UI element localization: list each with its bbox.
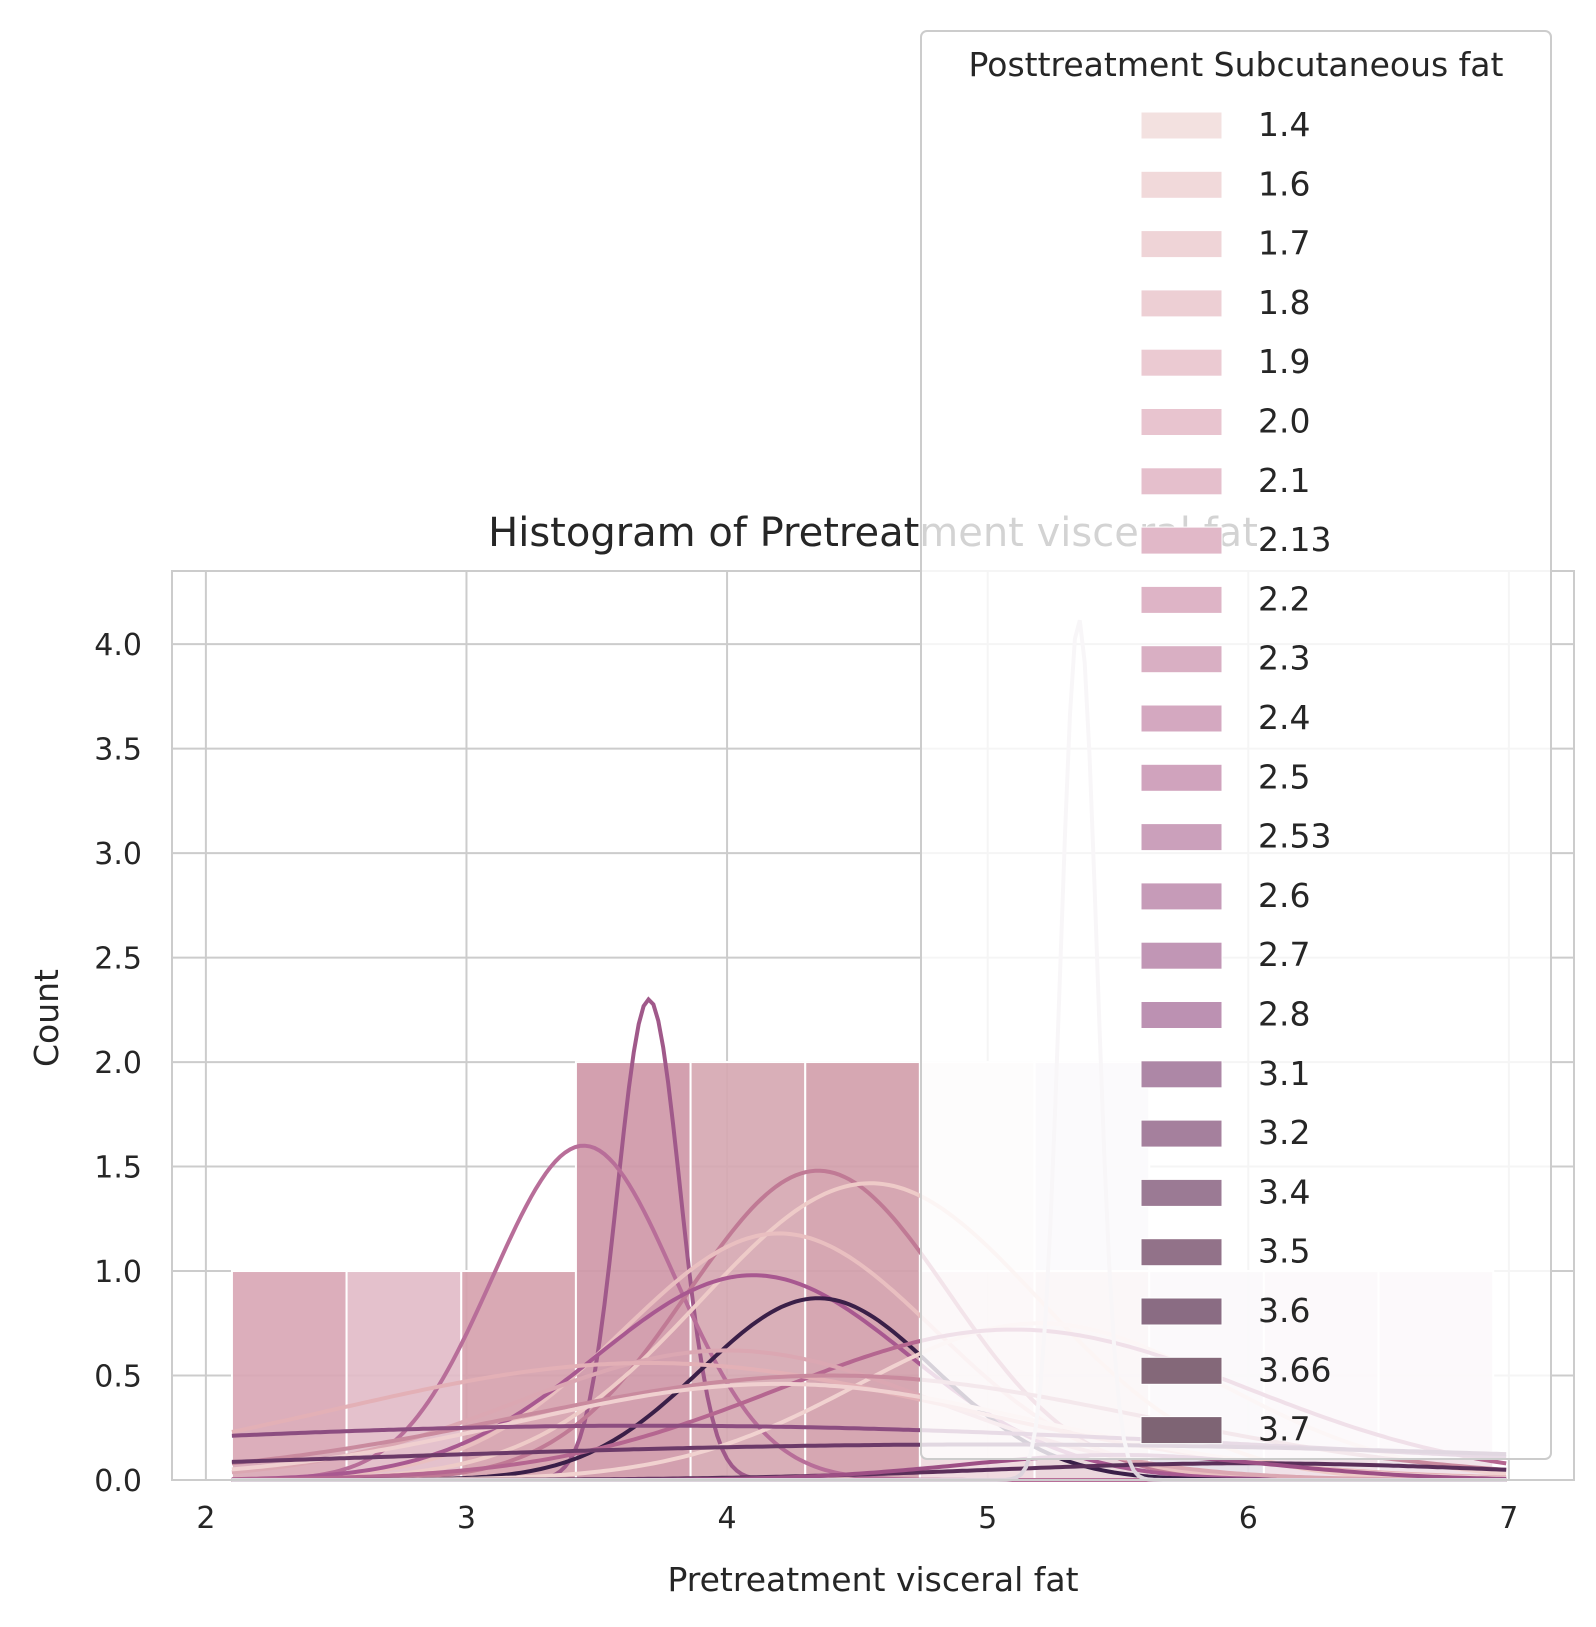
legend-swatch	[1140, 289, 1223, 318]
legend-swatch	[1140, 704, 1223, 733]
legend-swatch	[1140, 645, 1223, 674]
legend-swatch	[1140, 1416, 1223, 1445]
y-tick-label: 0.5	[94, 1360, 142, 1395]
legend-swatch	[1140, 823, 1223, 852]
legend-label: 2.8	[1258, 995, 1310, 1034]
legend-label: 3.7	[1258, 1410, 1310, 1449]
legend-swatch	[1140, 1060, 1223, 1089]
legend-swatch	[1140, 1178, 1223, 1207]
legend-label: 1.4	[1258, 105, 1310, 144]
legend-swatch	[1140, 230, 1223, 259]
legend-label: 3.4	[1258, 1172, 1310, 1211]
legend-label: 3.6	[1258, 1291, 1310, 1330]
legend: Posttreatment Subcutaneous fat 1.4 1.6 1.7…	[920, 30, 1552, 1460]
x-tick-label: 3	[457, 1501, 476, 1536]
y-tick-label: 1.5	[94, 1151, 142, 1186]
plot-frame	[171, 570, 1575, 1481]
legend-swatch	[1140, 585, 1223, 614]
legend-label: 3.1	[1258, 1054, 1310, 1093]
legend-label: 2.1	[1258, 461, 1310, 500]
legend-title: Posttreatment Subcutaneous fat	[969, 45, 1504, 84]
legend-label: 3.66	[1258, 1350, 1331, 1389]
legend-swatch	[1140, 1001, 1223, 1029]
legend-swatch	[1140, 1238, 1223, 1267]
legend-label: 3.5	[1258, 1232, 1310, 1271]
legend-label: 2.2	[1258, 579, 1310, 618]
legend-swatch	[1140, 170, 1223, 199]
legend-swatch	[1140, 1297, 1223, 1326]
y-axis-ticks: 0.0 0.5 1.0 1.5 2.0 2.5 3.0 3.5 4.0	[94, 628, 142, 1499]
x-tick-label: 7	[1499, 1501, 1518, 1536]
legend-swatch	[1140, 1356, 1223, 1385]
histogram-bar	[230, 1270, 348, 1481]
legend-swatch	[1140, 467, 1223, 496]
legend-label: 2.3	[1258, 639, 1310, 678]
x-axis-label: Pretreatment visceral fat	[667, 1560, 1078, 1599]
y-tick-label: 3.5	[94, 733, 142, 768]
legend-swatch	[1140, 111, 1223, 140]
legend-swatch	[1140, 763, 1223, 792]
legend-label: 2.7	[1258, 935, 1310, 974]
x-axis-ticks: 2 3 4 5 6 7	[196, 1501, 1518, 1536]
x-tick-label: 2	[196, 1501, 215, 1536]
histogram-bar	[804, 1061, 921, 1481]
legend-label: 2.6	[1258, 876, 1310, 915]
x-tick-label: 6	[1239, 1501, 1258, 1536]
legend-label: 3.2	[1258, 1113, 1310, 1152]
legend-frame	[920, 30, 1552, 1460]
y-tick-label: 1.0	[94, 1255, 142, 1290]
legend-swatch	[1140, 348, 1223, 377]
legend-label: 2.0	[1258, 402, 1310, 441]
legend-label: 2.53	[1258, 817, 1331, 856]
legend-swatch	[1140, 882, 1223, 911]
legend-label: 1.7	[1258, 224, 1310, 263]
legend-label: 1.8	[1258, 283, 1310, 322]
y-tick-label: 2.5	[94, 942, 142, 977]
histogram-bar	[460, 1270, 577, 1481]
y-tick-label: 3.0	[94, 837, 142, 872]
legend-items: 1.4 1.6 1.7 1.8 1.9 2.0 2.1 2.13 2.2 2.3 2.4 2.5 2.5…	[1140, 105, 1331, 1449]
legend-label: 2.5	[1258, 757, 1310, 796]
legend-label: 1.9	[1258, 342, 1310, 381]
legend-label: 1.6	[1258, 164, 1310, 203]
legend-swatch	[1140, 941, 1223, 970]
y-tick-label: 2.0	[94, 1046, 142, 1081]
y-tick-label: 0.0	[94, 1464, 142, 1499]
y-axis-label: Count	[27, 969, 66, 1067]
legend-swatch	[1140, 408, 1223, 436]
legend-label: 2.4	[1258, 698, 1310, 737]
x-tick-label: 5	[978, 1501, 997, 1536]
x-tick-label: 4	[718, 1501, 737, 1536]
legend-swatch	[1140, 526, 1223, 555]
legend-swatch	[1140, 1119, 1223, 1148]
legend-label: 2.13	[1258, 520, 1331, 559]
y-tick-label: 4.0	[94, 628, 142, 663]
